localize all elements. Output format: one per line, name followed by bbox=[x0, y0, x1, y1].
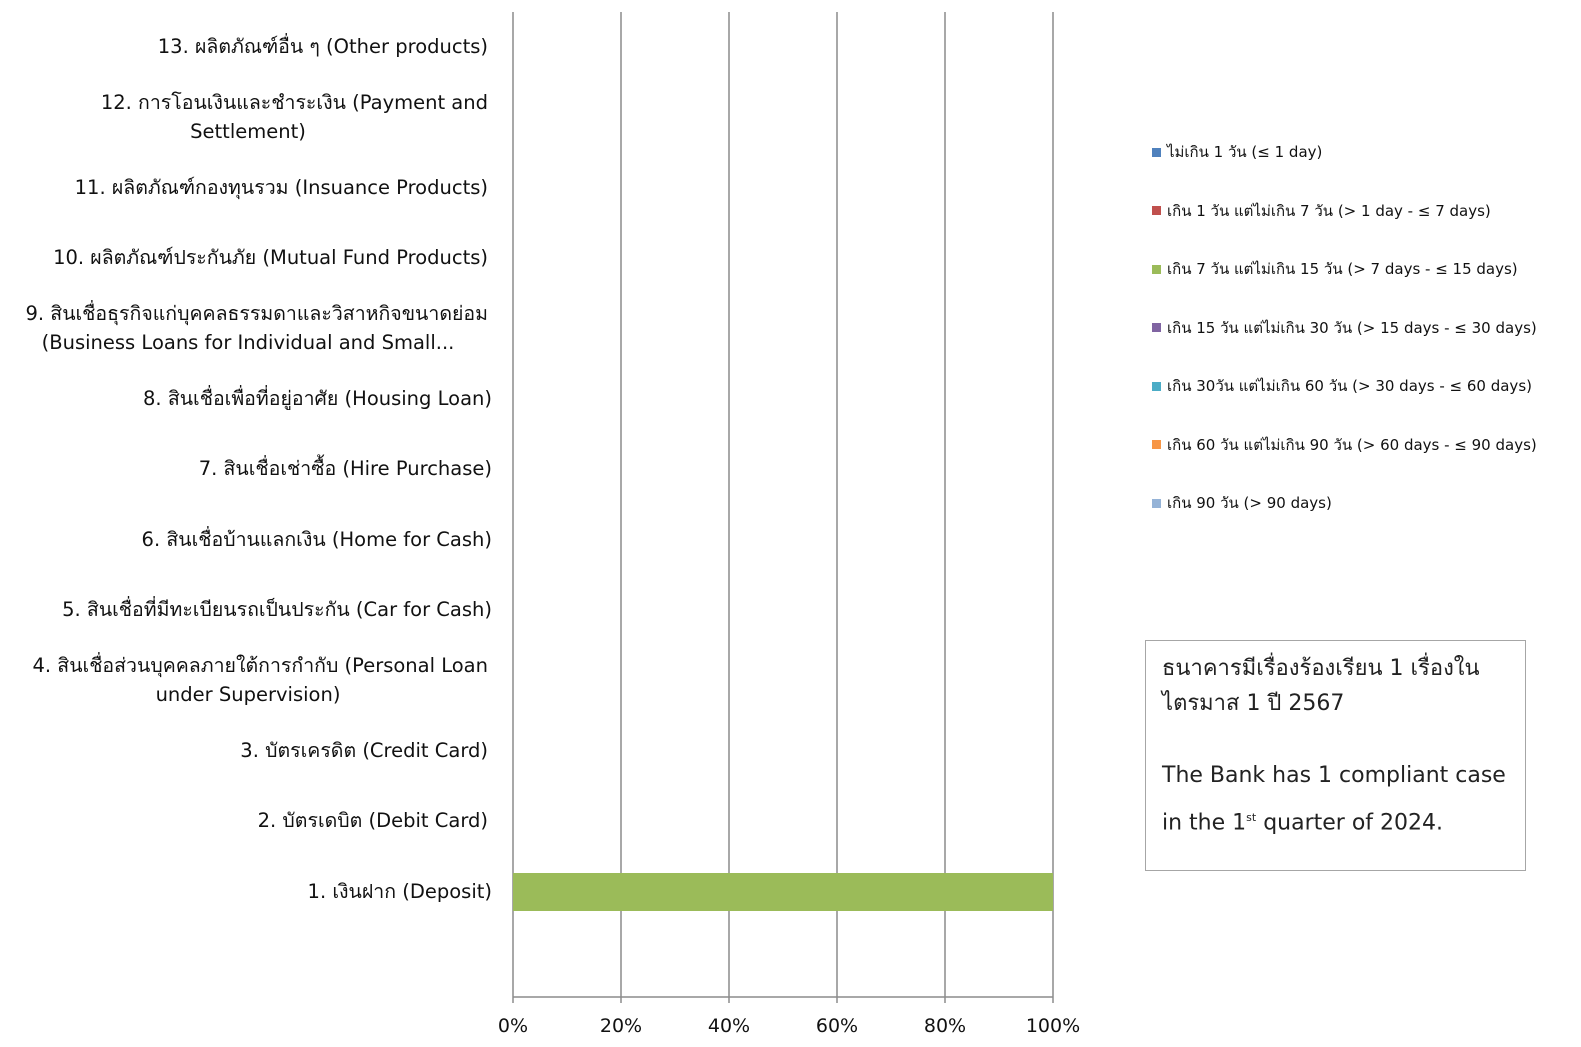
legend-label: เกิน 1 วัน แต่ไม่เกิน 7 วัน (> 1 day - ≤… bbox=[1167, 199, 1491, 223]
legend-item: เกิน 90 วัน (> 90 days) bbox=[1152, 491, 1332, 515]
legend-item: เกิน 30วัน แต่ไม่เกิน 60 วัน (> 30 days … bbox=[1152, 374, 1532, 398]
legend-label: เกิน 15 วัน แต่ไม่เกิน 30 วัน (> 15 days… bbox=[1167, 316, 1537, 340]
legend-label: เกิน 90 วัน (> 90 days) bbox=[1167, 491, 1332, 515]
category-label: 12. การโอนเงินและชำระเงิน (Payment and Se… bbox=[8, 88, 488, 146]
category-label: 11. ผลิตภัณฑ์กองทุนรวม (Insuance Product… bbox=[8, 173, 488, 202]
category-label-line: 4. สินเชื่อส่วนบุคคลภายใต้การกำกับ (Pers… bbox=[8, 651, 488, 680]
legend-swatch bbox=[1152, 323, 1161, 332]
category-label-line: 5. สินเชื่อที่มีทะเบียนรถเป็นประกัน (Car… bbox=[10, 595, 492, 624]
note-thai-line-2: ไตรมาส 1 ปี 2567 bbox=[1162, 686, 1509, 721]
x-tick-label: 20% bbox=[586, 1015, 656, 1037]
legend-swatch bbox=[1152, 148, 1161, 157]
note-thai-line-1: ธนาคารมีเรื่องร้องเรียน 1 เรื่องใน bbox=[1162, 651, 1509, 686]
legend-label: เกิน 30วัน แต่ไม่เกิน 60 วัน (> 30 days … bbox=[1167, 374, 1532, 398]
category-label: 8. สินเชื่อเพื่อที่อยู่อาศัย (Housing Lo… bbox=[10, 384, 492, 413]
category-label-line: 7. สินเชื่อเช่าซื้อ (Hire Purchase) bbox=[10, 454, 492, 483]
category-label-line: Settlement) bbox=[8, 117, 488, 146]
x-tick-label: 60% bbox=[802, 1015, 872, 1037]
note-english-suffix: quarter of 2024. bbox=[1256, 810, 1443, 835]
x-tick-label: 0% bbox=[478, 1015, 548, 1037]
category-label-line: 1. เงินฝาก (Deposit) bbox=[10, 877, 492, 906]
category-label: 2. บัตรเดบิต (Debit Card) bbox=[8, 806, 488, 835]
category-label: 3. บัตรเครดิต (Credit Card) bbox=[8, 736, 488, 765]
x-tick-label: 80% bbox=[910, 1015, 980, 1037]
legend-swatch bbox=[1152, 440, 1161, 449]
category-label-line: under Supervision) bbox=[8, 680, 488, 709]
category-label-line: 9. สินเชื่อธุรกิจแก่บุคคลธรรมดาและวิสาหก… bbox=[8, 299, 488, 328]
note-english-superscript: st bbox=[1246, 811, 1256, 824]
category-label-line: 6. สินเชื่อบ้านแลกเงิน (Home for Cash) bbox=[10, 525, 492, 554]
category-label-line: 8. สินเชื่อเพื่อที่อยู่อาศัย (Housing Lo… bbox=[10, 384, 492, 413]
category-label: 1. เงินฝาก (Deposit) bbox=[10, 877, 492, 906]
legend-swatch bbox=[1152, 206, 1161, 215]
legend-swatch bbox=[1152, 265, 1161, 274]
category-label: 6. สินเชื่อบ้านแลกเงิน (Home for Cash) bbox=[10, 525, 492, 554]
category-label-line: (Business Loans for Individual and Small… bbox=[8, 328, 488, 357]
legend-item: เกิน 60 วัน แต่ไม่เกิน 90 วัน (> 60 days… bbox=[1152, 433, 1537, 457]
legend-item: ไม่เกิน 1 วัน (≤ 1 day) bbox=[1152, 140, 1322, 164]
legend-swatch bbox=[1152, 382, 1161, 391]
category-label: 13. ผลิตภัณฑ์อื่น ๆ (Other products) bbox=[8, 32, 488, 61]
category-label: 9. สินเชื่อธุรกิจแก่บุคคลธรรมดาและวิสาหก… bbox=[8, 299, 488, 357]
note-box: ธนาคารมีเรื่องร้องเรียน 1 เรื่องใน ไตรมา… bbox=[1145, 640, 1526, 871]
legend-item: เกิน 7 วัน แต่ไม่เกิน 15 วัน (> 7 days -… bbox=[1152, 257, 1518, 281]
category-label-line: 13. ผลิตภัณฑ์อื่น ๆ (Other products) bbox=[8, 32, 488, 61]
x-tick-label: 40% bbox=[694, 1015, 764, 1037]
bar bbox=[513, 873, 1053, 911]
legend-swatch bbox=[1152, 499, 1161, 508]
legend-item: เกิน 1 วัน แต่ไม่เกิน 7 วัน (> 1 day - ≤… bbox=[1152, 199, 1491, 223]
category-label-line: 11. ผลิตภัณฑ์กองทุนรวม (Insuance Product… bbox=[8, 173, 488, 202]
legend-label: เกิน 7 วัน แต่ไม่เกิน 15 วัน (> 7 days -… bbox=[1167, 257, 1518, 281]
note-english-prefix: in the 1 bbox=[1162, 810, 1246, 835]
category-label: 5. สินเชื่อที่มีทะเบียนรถเป็นประกัน (Car… bbox=[10, 595, 492, 624]
category-label: 4. สินเชื่อส่วนบุคคลภายใต้การกำกับ (Pers… bbox=[8, 651, 488, 709]
legend-label: ไม่เกิน 1 วัน (≤ 1 day) bbox=[1167, 140, 1322, 164]
x-tick-label: 100% bbox=[1018, 1015, 1088, 1037]
category-label-line: 10. ผลิตภัณฑ์ประกันภัย (Mutual Fund Prod… bbox=[8, 243, 488, 272]
legend-label: เกิน 60 วัน แต่ไม่เกิน 90 วัน (> 60 days… bbox=[1167, 433, 1537, 457]
category-label-line: 2. บัตรเดบิต (Debit Card) bbox=[8, 806, 488, 835]
category-label: 7. สินเชื่อเช่าซื้อ (Hire Purchase) bbox=[10, 454, 492, 483]
note-english-line-2: in the 1st quarter of 2024. bbox=[1162, 797, 1509, 844]
category-label-line: 12. การโอนเงินและชำระเงิน (Payment and bbox=[8, 88, 488, 117]
note-english-line-1: The Bank has 1 compliant case bbox=[1162, 755, 1509, 797]
legend-item: เกิน 15 วัน แต่ไม่เกิน 30 วัน (> 15 days… bbox=[1152, 316, 1537, 340]
category-label-line: 3. บัตรเครดิต (Credit Card) bbox=[8, 736, 488, 765]
category-label: 10. ผลิตภัณฑ์ประกันภัย (Mutual Fund Prod… bbox=[8, 243, 488, 272]
